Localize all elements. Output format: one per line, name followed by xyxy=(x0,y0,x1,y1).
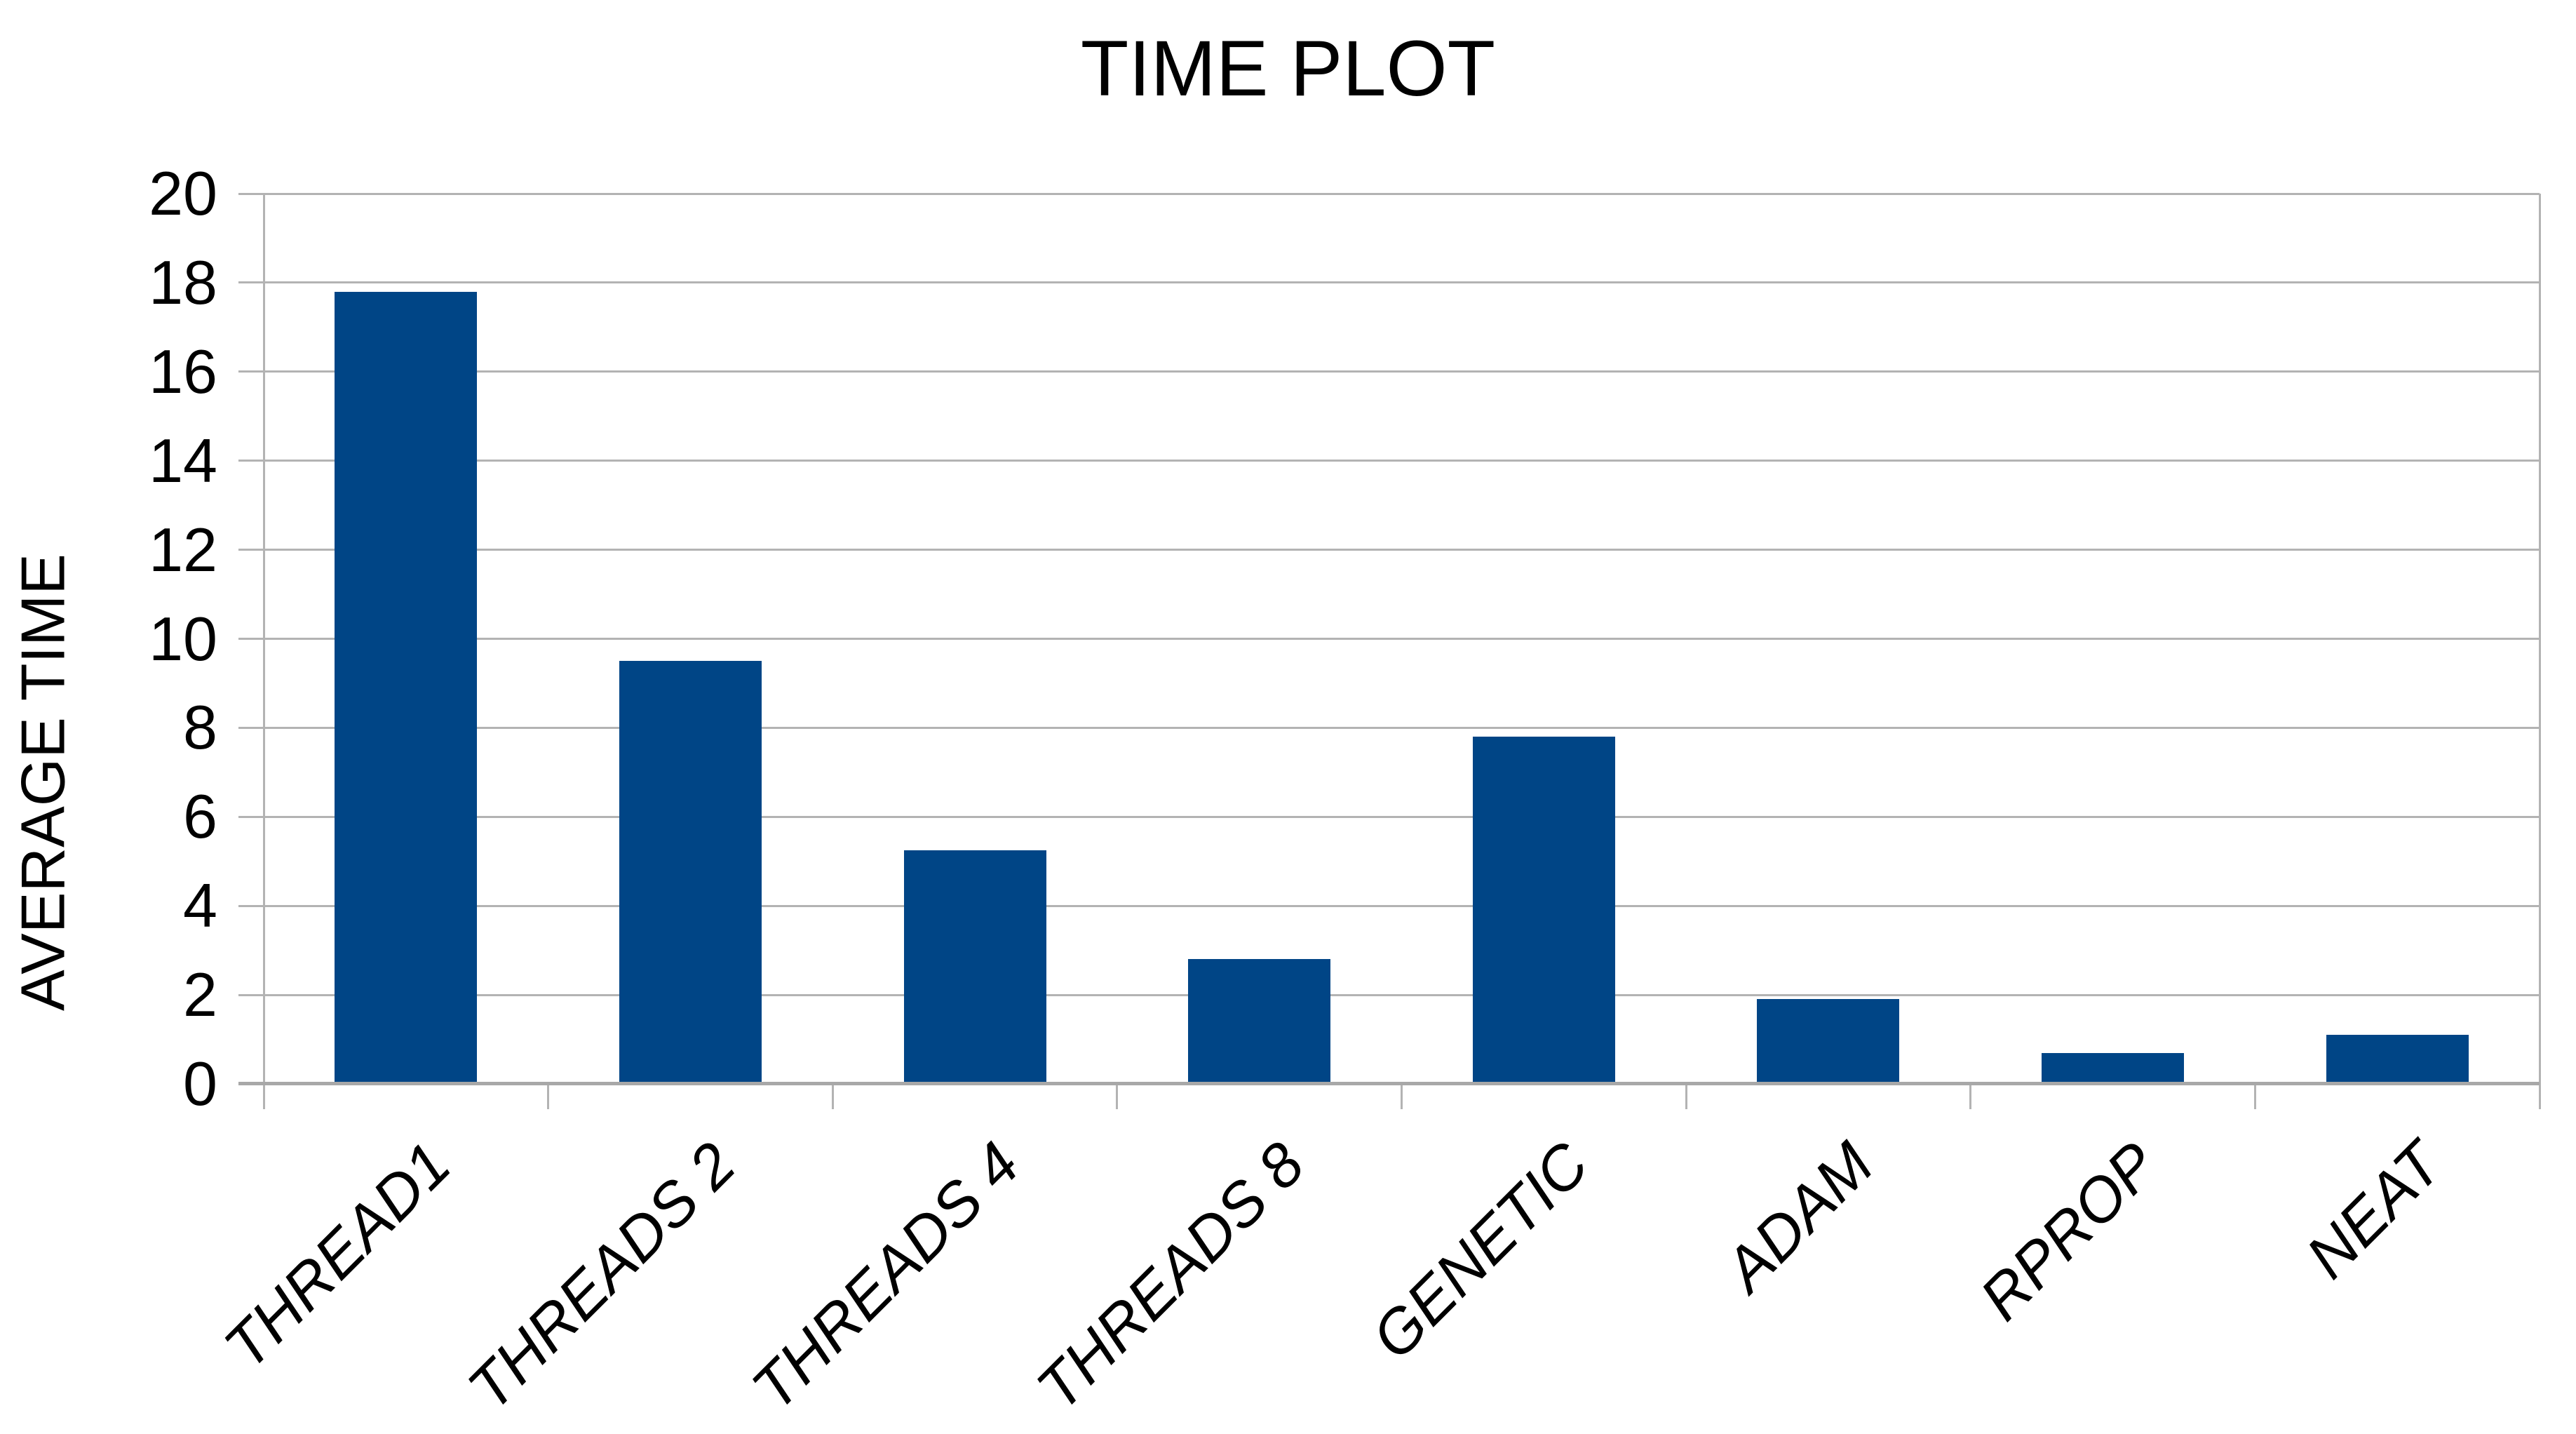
x-axis-tick xyxy=(1969,1084,1972,1109)
y-axis-tick-label: 4 xyxy=(183,871,217,941)
bar-genetic xyxy=(1472,737,1615,1084)
y-axis-tick xyxy=(238,904,264,907)
bar-thread1 xyxy=(335,291,478,1084)
y-axis-tick-label: 20 xyxy=(149,159,217,228)
bar-threads-4 xyxy=(903,850,1046,1084)
y-axis-tick-label: 0 xyxy=(183,1049,217,1118)
x-axis-tick xyxy=(547,1084,550,1109)
bar-rprop xyxy=(2042,1052,2185,1084)
x-axis-category-label: THREAD1 xyxy=(210,1129,464,1382)
x-axis-category-label: THREADS 8 xyxy=(1023,1129,1317,1423)
y-axis-tick-label: 16 xyxy=(149,336,217,406)
x-axis-tick xyxy=(831,1084,834,1109)
x-axis-category-label: THREADS 4 xyxy=(739,1129,1033,1423)
y-axis-tick-label: 10 xyxy=(149,603,217,674)
gridline xyxy=(264,904,2540,907)
x-axis-tick xyxy=(1401,1084,1403,1109)
x-axis-category-label: NEAT xyxy=(2293,1129,2455,1292)
bar-threads-8 xyxy=(1188,959,1331,1084)
y-axis-tick-label: 2 xyxy=(183,960,217,1030)
bar-adam xyxy=(1757,999,1900,1084)
gridline xyxy=(264,638,2540,640)
gridline xyxy=(264,726,2540,729)
x-axis-tick xyxy=(262,1084,265,1109)
y-axis-tick-label: 6 xyxy=(183,782,217,852)
y-axis-tick xyxy=(238,192,264,195)
y-axis-title: AVERAGE TIME xyxy=(8,553,78,1012)
y-axis-tick xyxy=(238,638,264,640)
gridline xyxy=(264,370,2540,373)
x-axis-tick xyxy=(1685,1084,1687,1109)
chart-title: TIME PLOT xyxy=(1080,25,1496,112)
plot-right-border xyxy=(2538,194,2541,1084)
x-axis-tick xyxy=(2538,1084,2541,1109)
y-axis-tick-label: 14 xyxy=(149,425,217,495)
x-axis-category-label: RPROP xyxy=(1966,1129,2171,1334)
gridline xyxy=(264,281,2540,284)
y-axis-tick xyxy=(238,815,264,818)
y-axis-tick xyxy=(238,460,264,462)
gridline xyxy=(264,993,2540,996)
x-axis-category-label: ADAM xyxy=(1711,1129,1887,1304)
x-axis-tick xyxy=(1116,1084,1119,1109)
x-axis-category-label: GENETIC xyxy=(1358,1129,1602,1372)
y-axis-tick xyxy=(238,281,264,284)
y-axis-tick xyxy=(238,726,264,729)
gridline xyxy=(264,549,2540,551)
x-axis-category-label: THREADS 2 xyxy=(454,1129,748,1423)
bar-neat xyxy=(2326,1035,2469,1084)
y-axis-tick-label: 8 xyxy=(183,692,217,763)
y-axis-tick xyxy=(238,993,264,996)
plot-area xyxy=(238,192,2541,1109)
y-axis-tick-label: 18 xyxy=(149,247,217,317)
y-axis-tick xyxy=(238,370,264,373)
x-axis-tick xyxy=(2253,1084,2256,1109)
x-axis-baseline xyxy=(238,1082,2540,1085)
bar-threads-2 xyxy=(619,661,762,1084)
y-axis-line xyxy=(262,194,265,1084)
y-axis-tick-label: 12 xyxy=(149,514,217,584)
gridline xyxy=(264,815,2540,818)
gridline xyxy=(264,192,2540,195)
gridline xyxy=(264,460,2540,462)
y-axis-tick xyxy=(238,549,264,551)
